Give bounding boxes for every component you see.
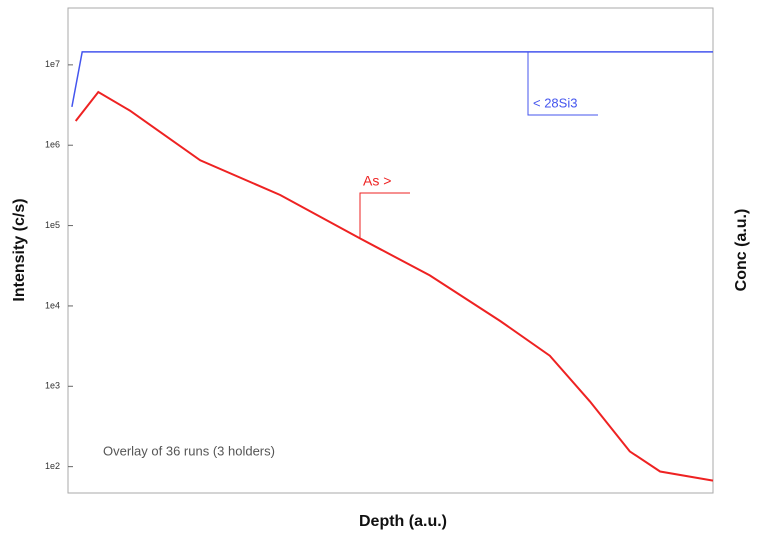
plot-frame [67,7,714,494]
x-axis-label: Depth (a.u.) [359,513,447,530]
series-label: < 28Si3 [533,95,577,110]
y-tick-label: 1e5 [45,220,60,230]
y-tick-label: 1e6 [45,140,60,150]
y-tick-label: 1e3 [45,381,60,391]
annotation: Overlay of 36 runs (3 holders) [103,443,275,458]
leader-line [527,52,598,116]
y-tick-label: 1e4 [45,300,60,310]
series-label: As > [363,173,391,189]
leader-line [359,192,410,238]
y2-axis-label: Conc (a.u.) [733,209,750,292]
y-tick-label: 1e7 [45,59,60,69]
y-tick-label: 1e2 [45,461,60,471]
y-axis-label: Intensity (c/s) [11,198,28,301]
series-line [71,51,713,108]
series-line [74,90,714,482]
